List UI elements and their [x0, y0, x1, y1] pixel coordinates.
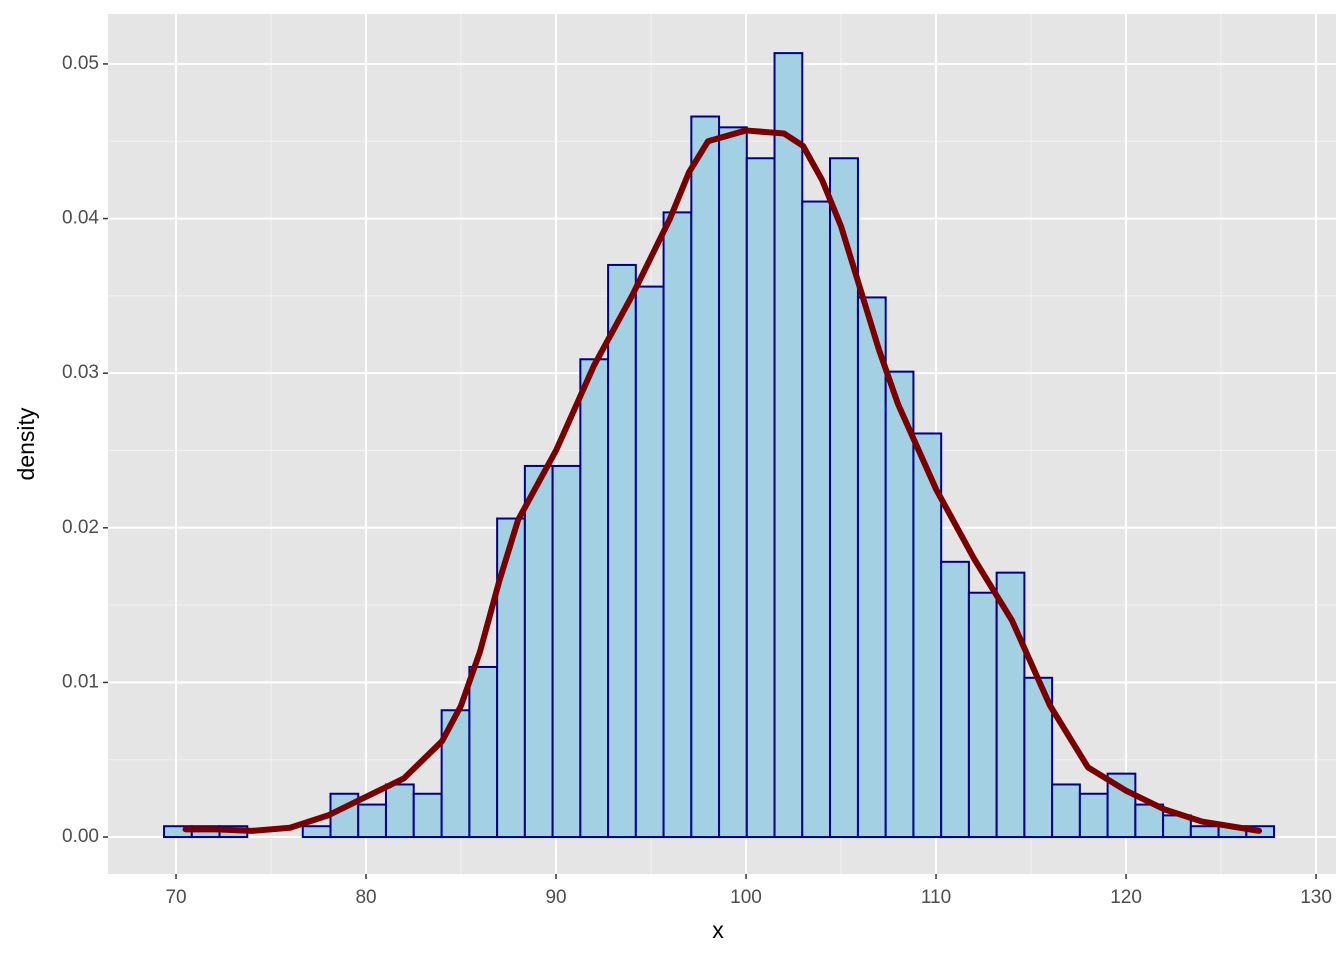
- bar: [773, 52, 804, 839]
- bar: [607, 263, 637, 839]
- bar: [856, 296, 887, 839]
- x-tick-label: 100: [730, 887, 762, 908]
- x-tick-label: 80: [355, 887, 376, 908]
- bar: [801, 200, 832, 839]
- bar: [579, 358, 610, 839]
- bar: [884, 370, 915, 839]
- bar: [1051, 783, 1081, 839]
- y-tick-label: 0.05: [62, 53, 99, 74]
- bar: [1078, 792, 1109, 839]
- x-tick-label: 110: [921, 887, 951, 908]
- bar: [912, 432, 943, 839]
- bar: [995, 571, 1026, 839]
- bar: [468, 665, 499, 839]
- bar: [967, 591, 998, 839]
- bar: [1189, 825, 1220, 839]
- y-tick-label: 0.01: [62, 671, 99, 692]
- bar: [301, 825, 332, 839]
- bar: [384, 783, 415, 839]
- bar: [690, 115, 721, 839]
- bar: [745, 157, 776, 839]
- bar: [551, 464, 582, 839]
- density-line: [182, 127, 1263, 834]
- y-tick-label: 0.02: [62, 517, 99, 538]
- bar: [662, 211, 693, 839]
- x-tick-label: 120: [1110, 887, 1142, 908]
- y-tick-label: 0.00: [62, 826, 99, 847]
- bar: [357, 803, 387, 839]
- x-tick-label: 90: [545, 887, 566, 908]
- bar: [523, 464, 554, 839]
- bar: [718, 126, 748, 839]
- y-tick-label: 0.04: [62, 208, 99, 229]
- y-axis-title: density: [13, 407, 39, 480]
- x-tick-label: 70: [165, 887, 186, 908]
- x-axis-title: x: [712, 917, 724, 943]
- bar: [634, 285, 665, 839]
- bar: [940, 560, 970, 839]
- x-tick-label: 130: [1300, 887, 1332, 908]
- y-tick-label: 0.03: [62, 362, 99, 383]
- bar: [412, 792, 443, 839]
